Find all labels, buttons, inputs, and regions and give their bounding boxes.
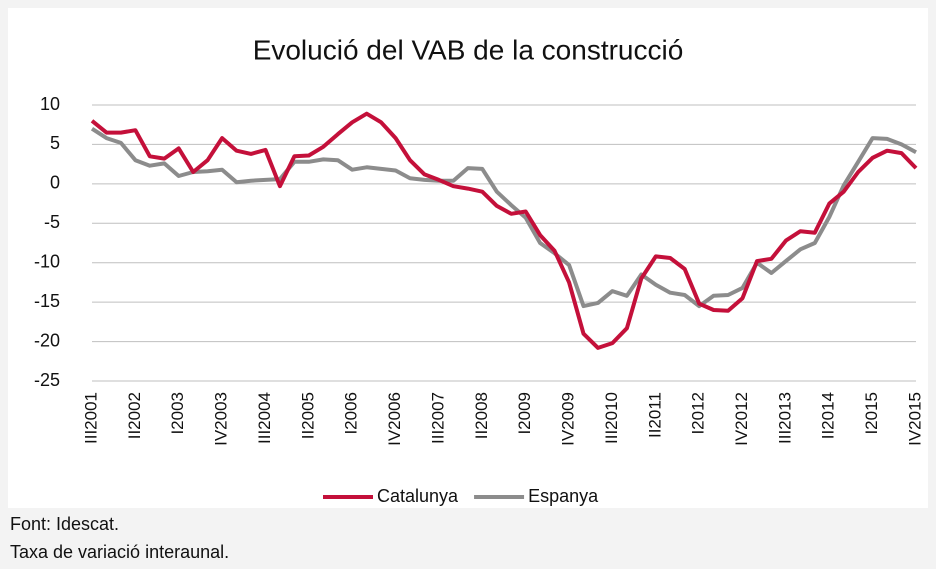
- y-tick-label: 10: [40, 94, 60, 114]
- x-tick-label: IV2009: [559, 392, 578, 446]
- y-tick-label: 0: [50, 173, 60, 193]
- x-tick-label: II2002: [125, 392, 144, 439]
- x-tick-label: I2006: [342, 392, 361, 435]
- plot-background: [8, 8, 928, 508]
- x-tick-label: IV2012: [732, 392, 751, 446]
- legend-label: Espanya: [528, 486, 599, 506]
- x-tick-label: III2004: [255, 392, 274, 444]
- y-tick-label: -10: [34, 251, 60, 271]
- y-tick-label: 5: [50, 133, 60, 153]
- y-tick-label: -20: [34, 330, 60, 350]
- line-series: [90, 111, 918, 350]
- legend-label: Catalunya: [377, 486, 459, 506]
- x-tick-label: II2008: [472, 392, 491, 439]
- y-tick-label: -5: [44, 212, 60, 232]
- x-tick-label: IV2003: [212, 392, 231, 446]
- x-tick-label: I2015: [862, 392, 881, 435]
- y-tick-label: -15: [34, 291, 60, 311]
- line-series: [90, 127, 917, 309]
- x-tick-label: II2005: [298, 392, 317, 439]
- note: Taxa de variació interaunal.: [10, 542, 229, 562]
- chart-title: Evolució del VAB de la construcció: [253, 34, 684, 65]
- x-tick-label: IV2006: [385, 392, 404, 446]
- x-tick-label: III2013: [775, 392, 794, 444]
- x-tick-label: IV2015: [905, 392, 924, 446]
- x-tick-label: I2009: [515, 392, 534, 435]
- x-tick-label: III2001: [81, 392, 100, 444]
- x-tick-label: III2010: [602, 392, 621, 444]
- x-tick-label: III2007: [428, 392, 447, 444]
- y-tick-label: -25: [34, 370, 60, 390]
- note: Font: Idescat.: [10, 514, 119, 534]
- x-tick-label: I2012: [689, 392, 708, 435]
- x-tick-label: I2003: [168, 392, 187, 435]
- x-tick-label: II2014: [819, 392, 838, 439]
- x-tick-label: II2011: [645, 392, 664, 438]
